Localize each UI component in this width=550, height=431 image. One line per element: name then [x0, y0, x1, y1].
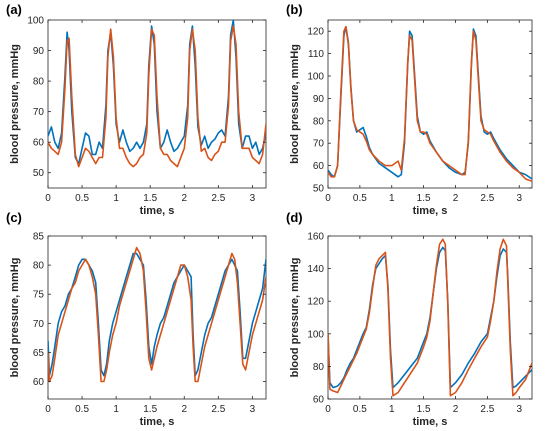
x-tick-label: 0 — [325, 193, 331, 204]
x-tick-label: 1.5 — [417, 193, 431, 204]
panel-4: 0 0.5 1 1.5 2 2.5 3 60 80 100 120 140 160 time, s bloo… — [286, 210, 533, 428]
x-tick-label: 1.5 — [417, 404, 431, 415]
x-tick-label: 3 — [250, 193, 256, 204]
y-tick-label: 60 — [33, 138, 45, 149]
x-tick-label: 2.5 — [480, 404, 494, 415]
y-tick-label: 70 — [33, 319, 45, 330]
x-tick-label: 1 — [389, 404, 395, 415]
y-tick-label: 60 — [313, 161, 325, 172]
panel-label: (b) — [286, 2, 303, 17]
panel-label: (a) — [6, 2, 22, 17]
x-tick-label: 2 — [453, 404, 459, 415]
y-tick-label: 120 — [307, 27, 324, 38]
series-line-2 — [328, 238, 532, 397]
y-tick-label: 80 — [33, 77, 45, 88]
y-tick-label: 110 — [308, 49, 324, 60]
series-line-2 — [48, 246, 266, 383]
panel-label: (d) — [286, 210, 303, 225]
y-tick-label: 80 — [33, 261, 45, 272]
panel-label: (c) — [6, 210, 22, 225]
y-tick-label: 90 — [313, 94, 325, 105]
y-tick-label: 100 — [307, 72, 324, 83]
y-tick-label: 100 — [307, 329, 324, 340]
x-tick-label: 1 — [113, 193, 119, 204]
x-tick-label: 0 — [45, 193, 51, 204]
x-tick-label: 2 — [181, 193, 187, 204]
y-tick-label: 70 — [33, 107, 45, 118]
x-tick-label: 3 — [250, 404, 256, 415]
y-axis-label: blood pressure, mmHg — [9, 258, 21, 378]
y-tick-label: 80 — [313, 362, 325, 373]
y-tick-label: 60 — [313, 395, 325, 406]
x-tick-label: 1 — [389, 193, 395, 204]
series-line-2 — [48, 25, 266, 168]
x-tick-label: 0.5 — [75, 404, 89, 415]
x-tick-label: 2 — [453, 193, 459, 204]
x-axis-label: time, s — [140, 416, 175, 428]
y-axis-label: blood pressure, mmHg — [9, 44, 21, 164]
y-tick-label: 60 — [33, 377, 45, 388]
x-tick-label: 0 — [45, 404, 51, 415]
y-tick-label: 80 — [313, 116, 325, 127]
y-tick-label: 160 — [307, 232, 324, 243]
y-tick-label: 100 — [27, 16, 44, 27]
y-tick-label: 90 — [33, 46, 45, 57]
series-line-2 — [328, 25, 532, 183]
x-tick-label: 1 — [113, 404, 119, 415]
y-tick-label: 75 — [33, 290, 45, 301]
x-tick-label: 2 — [181, 404, 187, 415]
x-tick-label: 2.5 — [211, 404, 225, 415]
x-tick-label: 2.5 — [480, 193, 494, 204]
y-tick-label: 70 — [313, 139, 325, 150]
x-tick-label: 0.5 — [75, 193, 89, 204]
panel-3: 0 0.5 1 1.5 2 2.5 3 60 65 70 75 80 85 time, s blood pr… — [6, 210, 267, 428]
y-tick-label: 120 — [307, 297, 324, 308]
panel-1: 0 0.5 1 1.5 2 2.5 3 50 60 70 80 90 100 time, s blood p… — [6, 2, 267, 217]
y-tick-label: 85 — [33, 232, 45, 243]
y-tick-label: 50 — [313, 184, 325, 195]
x-axis-label: time, s — [140, 205, 175, 217]
x-tick-label: 0.5 — [353, 404, 367, 415]
y-axis-label: blood pressure, mmHg — [289, 258, 301, 378]
plot-area — [327, 19, 533, 189]
y-tick-label: 140 — [307, 264, 324, 275]
x-tick-label: 0 — [325, 404, 331, 415]
y-tick-label: 50 — [33, 168, 45, 179]
y-axis-label: blood pressure, mmHg — [289, 44, 301, 164]
x-tick-label: 3 — [516, 193, 522, 204]
x-tick-label: 3 — [516, 404, 522, 415]
panel-2: 0 0.5 1 1.5 2 2.5 3 50 60 70 80 90 100 110 120 time, s b… — [286, 2, 533, 217]
y-tick-label: 65 — [33, 348, 45, 359]
x-axis-label: time, s — [413, 205, 448, 217]
x-tick-label: 1.5 — [143, 404, 157, 415]
x-axis-label: time, s — [413, 416, 448, 428]
x-tick-label: 2.5 — [211, 193, 225, 204]
series-line-1 — [48, 252, 266, 377]
x-tick-label: 1.5 — [143, 193, 157, 204]
x-tick-label: 0.5 — [353, 193, 367, 204]
